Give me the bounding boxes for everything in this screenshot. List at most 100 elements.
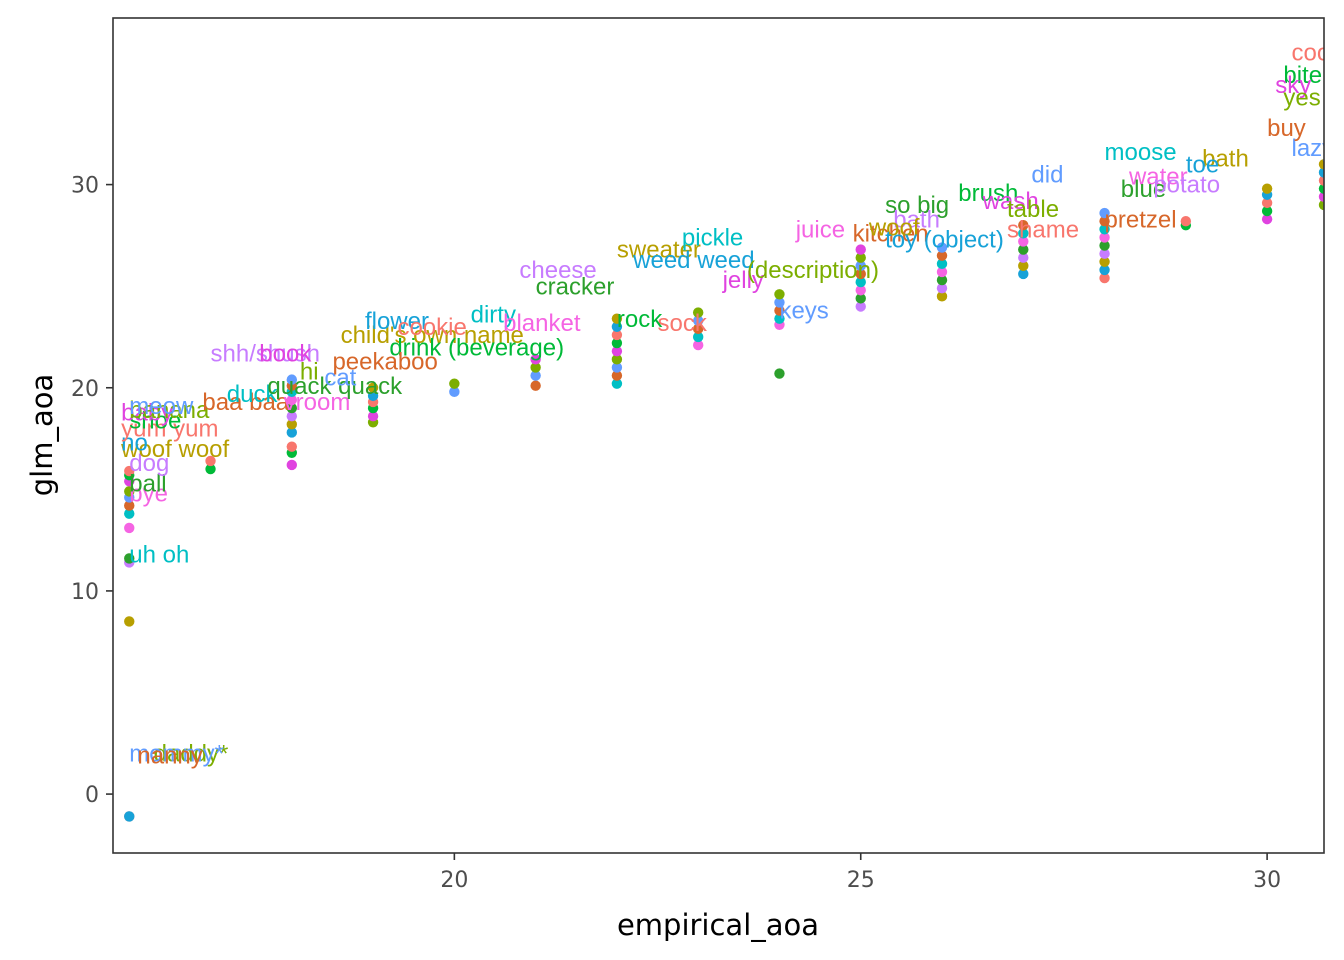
point-label: moose bbox=[1105, 139, 1177, 166]
data-point bbox=[124, 522, 135, 534]
y-tick-label: 10 bbox=[71, 580, 99, 605]
data-point bbox=[1018, 220, 1029, 231]
data-point bbox=[367, 382, 379, 393]
point-label: bath bbox=[893, 206, 940, 233]
point-label: cheese bbox=[519, 257, 596, 284]
x-tick-label: 30 bbox=[1253, 868, 1281, 893]
data-point bbox=[1099, 207, 1110, 219]
axes: 20 25 30 0 10 20 30 bbox=[71, 174, 1281, 893]
plot-panel-border bbox=[112, 17, 1325, 854]
point-label: baa baa bbox=[202, 389, 289, 416]
point-label: cracker bbox=[536, 273, 615, 300]
point-label: sweater bbox=[617, 237, 701, 264]
point-label: brush bbox=[958, 180, 1018, 207]
data-point bbox=[367, 410, 379, 422]
point-label: did bbox=[1031, 162, 1063, 189]
data-point bbox=[286, 410, 298, 422]
data-point bbox=[1318, 191, 1324, 202]
data-point bbox=[936, 274, 948, 286]
point-label: juice bbox=[795, 216, 845, 243]
point-label: jelly bbox=[722, 267, 764, 294]
point-label: woof bbox=[868, 214, 920, 241]
data-point bbox=[611, 345, 623, 357]
point-label: quack quack bbox=[267, 373, 403, 400]
data-point bbox=[1018, 236, 1029, 247]
data-point bbox=[124, 486, 135, 497]
data-point bbox=[1099, 215, 1110, 227]
data-point bbox=[1099, 232, 1110, 243]
data-point bbox=[1318, 183, 1324, 194]
y-axis-title: glm_aoa bbox=[25, 374, 59, 497]
point-label: blue bbox=[1121, 176, 1166, 203]
data-point bbox=[205, 455, 216, 467]
data-point bbox=[1018, 268, 1029, 280]
data-point bbox=[692, 331, 704, 343]
data-point bbox=[611, 362, 623, 373]
point-label: peekaboo bbox=[332, 348, 437, 375]
x-tick-label: 20 bbox=[440, 868, 468, 893]
point-label: bath bbox=[1202, 145, 1249, 172]
point-label: mommy* bbox=[129, 741, 224, 768]
point-label: pretzel bbox=[1105, 206, 1177, 233]
data-point bbox=[1261, 213, 1273, 225]
data-point bbox=[855, 301, 866, 312]
y-tick-label: 20 bbox=[71, 377, 99, 402]
data-point bbox=[936, 283, 948, 294]
point-label: water bbox=[1128, 164, 1188, 191]
point-label: sock bbox=[658, 310, 708, 337]
point-label: shh/shush bbox=[211, 340, 320, 367]
point-label: (description) bbox=[747, 257, 879, 284]
data-point bbox=[1018, 244, 1029, 255]
point-label: kitchen bbox=[853, 220, 929, 247]
point-label: bye bbox=[129, 481, 168, 508]
point-label: cat bbox=[324, 365, 356, 392]
data-point bbox=[1099, 256, 1110, 267]
point-label: buy bbox=[1267, 115, 1306, 142]
point-label: pickle bbox=[682, 225, 743, 252]
data-point bbox=[530, 380, 541, 391]
data-point bbox=[530, 362, 541, 373]
data-point bbox=[855, 276, 866, 288]
data-point bbox=[124, 811, 135, 822]
data-point bbox=[124, 553, 135, 564]
data-point bbox=[286, 441, 298, 452]
data-point bbox=[611, 370, 623, 381]
point-label: meow bbox=[129, 393, 194, 420]
data-point bbox=[692, 323, 704, 335]
data-point bbox=[611, 378, 623, 389]
data-point bbox=[286, 394, 298, 406]
data-point bbox=[1318, 199, 1324, 211]
point-label: lazy bbox=[1291, 135, 1334, 162]
point-label: daddy* bbox=[154, 741, 229, 768]
data-point bbox=[286, 402, 298, 414]
data-point bbox=[1318, 159, 1324, 170]
data-point bbox=[1099, 264, 1110, 276]
point-label: child's own name bbox=[341, 322, 524, 349]
data-point bbox=[1018, 228, 1029, 239]
point-label: so big bbox=[885, 192, 949, 219]
data-point bbox=[1099, 240, 1110, 251]
data-point bbox=[774, 289, 785, 300]
data-point bbox=[611, 329, 623, 341]
data-point bbox=[611, 321, 623, 333]
point-label: banana bbox=[129, 397, 210, 424]
data-point bbox=[1318, 167, 1324, 178]
data-point bbox=[124, 508, 135, 519]
point-label: dirty bbox=[471, 302, 516, 329]
x-axis-title: empirical_aoa bbox=[617, 908, 819, 942]
data-point bbox=[286, 374, 298, 385]
point-label: weed weed bbox=[632, 247, 754, 274]
data-point bbox=[124, 500, 135, 511]
point-label: cool bbox=[1291, 40, 1335, 67]
data-point bbox=[692, 339, 704, 351]
data-point bbox=[611, 354, 623, 365]
data-point bbox=[774, 297, 785, 308]
point-label: uh oh bbox=[129, 541, 189, 568]
point-label: cookie bbox=[397, 314, 466, 341]
data-point bbox=[530, 370, 541, 381]
data-point bbox=[1018, 260, 1029, 272]
data-point bbox=[205, 463, 216, 475]
data-point bbox=[367, 390, 379, 402]
point-label: toe bbox=[1186, 151, 1219, 178]
